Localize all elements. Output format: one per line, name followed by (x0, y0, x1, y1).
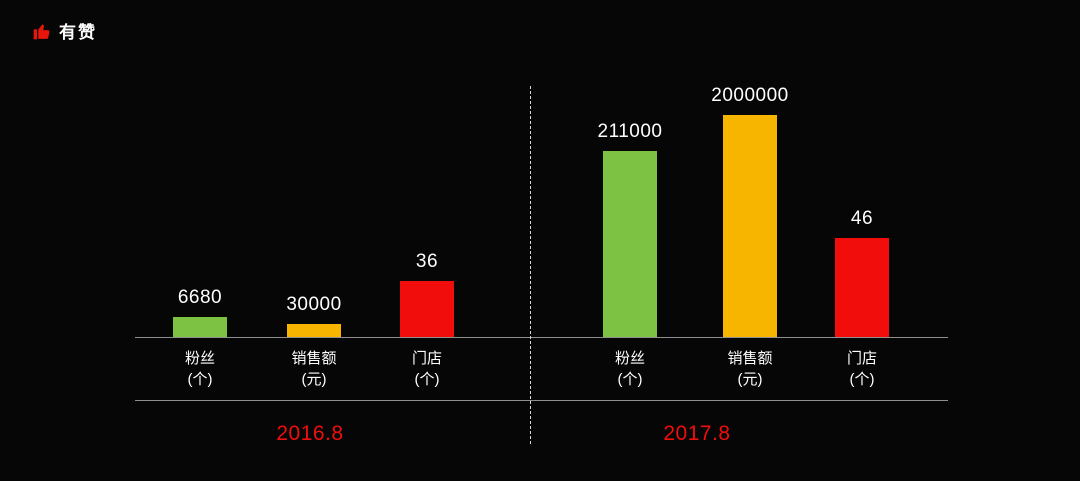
category-label-2016-sales: 销售额 (元) (244, 348, 384, 390)
category-unit: (个) (187, 371, 213, 388)
divider-dashed-line (530, 86, 531, 444)
bar-value: 46 (850, 208, 874, 229)
brand-logo: 有赞 (32, 18, 97, 43)
bar-column-2016-fans: 6680 (130, 287, 270, 337)
category-name: 粉丝 (184, 350, 215, 367)
period-label-2016: 2016.8 (276, 422, 344, 445)
category-unit: (元) (737, 371, 763, 388)
bar-2017-fans (603, 151, 657, 337)
bar-value: 6680 (177, 287, 223, 308)
category-label-2016-stores: 门店 (个) (357, 348, 497, 390)
category-label-2017-stores: 门店 (个) (792, 348, 932, 390)
bar-value: 211000 (597, 121, 663, 142)
category-name: 门店 (411, 350, 442, 367)
bar-column-2017-sales: 2000000 (680, 85, 820, 337)
category-unit: (元) (301, 371, 327, 388)
category-unit: (个) (849, 371, 875, 388)
bar-2017-sales (723, 115, 777, 337)
bar-2016-stores (400, 281, 454, 337)
category-unit: (个) (617, 371, 643, 388)
bar-2016-sales (287, 324, 341, 337)
brand-name: 有赞 (59, 23, 97, 42)
bar-2017-stores (835, 238, 889, 337)
category-name: 销售额 (291, 350, 337, 367)
category-unit: (个) (414, 371, 440, 388)
category-label-2017-sales: 销售额 (元) (680, 348, 820, 390)
category-name: 销售额 (727, 350, 773, 367)
category-name: 粉丝 (614, 350, 645, 367)
bar-value: 2000000 (711, 85, 789, 106)
bar-value: 36 (415, 251, 439, 272)
baseline (135, 337, 948, 338)
category-label-2017-fans: 粉丝 (个) (560, 348, 700, 390)
bar-value: 30000 (286, 294, 342, 315)
axis-line (135, 400, 948, 401)
bar-column-2017-stores: 46 (792, 208, 932, 337)
thumbs-up-icon (32, 21, 52, 41)
category-label-2016-fans: 粉丝 (个) (130, 348, 270, 390)
period-label-2017: 2017.8 (663, 422, 731, 445)
bar-column-2016-sales: 30000 (244, 294, 384, 337)
bar-2016-fans (173, 317, 227, 337)
bar-column-2017-fans: 211000 (560, 121, 700, 337)
category-name: 门店 (846, 350, 877, 367)
bar-column-2016-stores: 36 (357, 251, 497, 337)
